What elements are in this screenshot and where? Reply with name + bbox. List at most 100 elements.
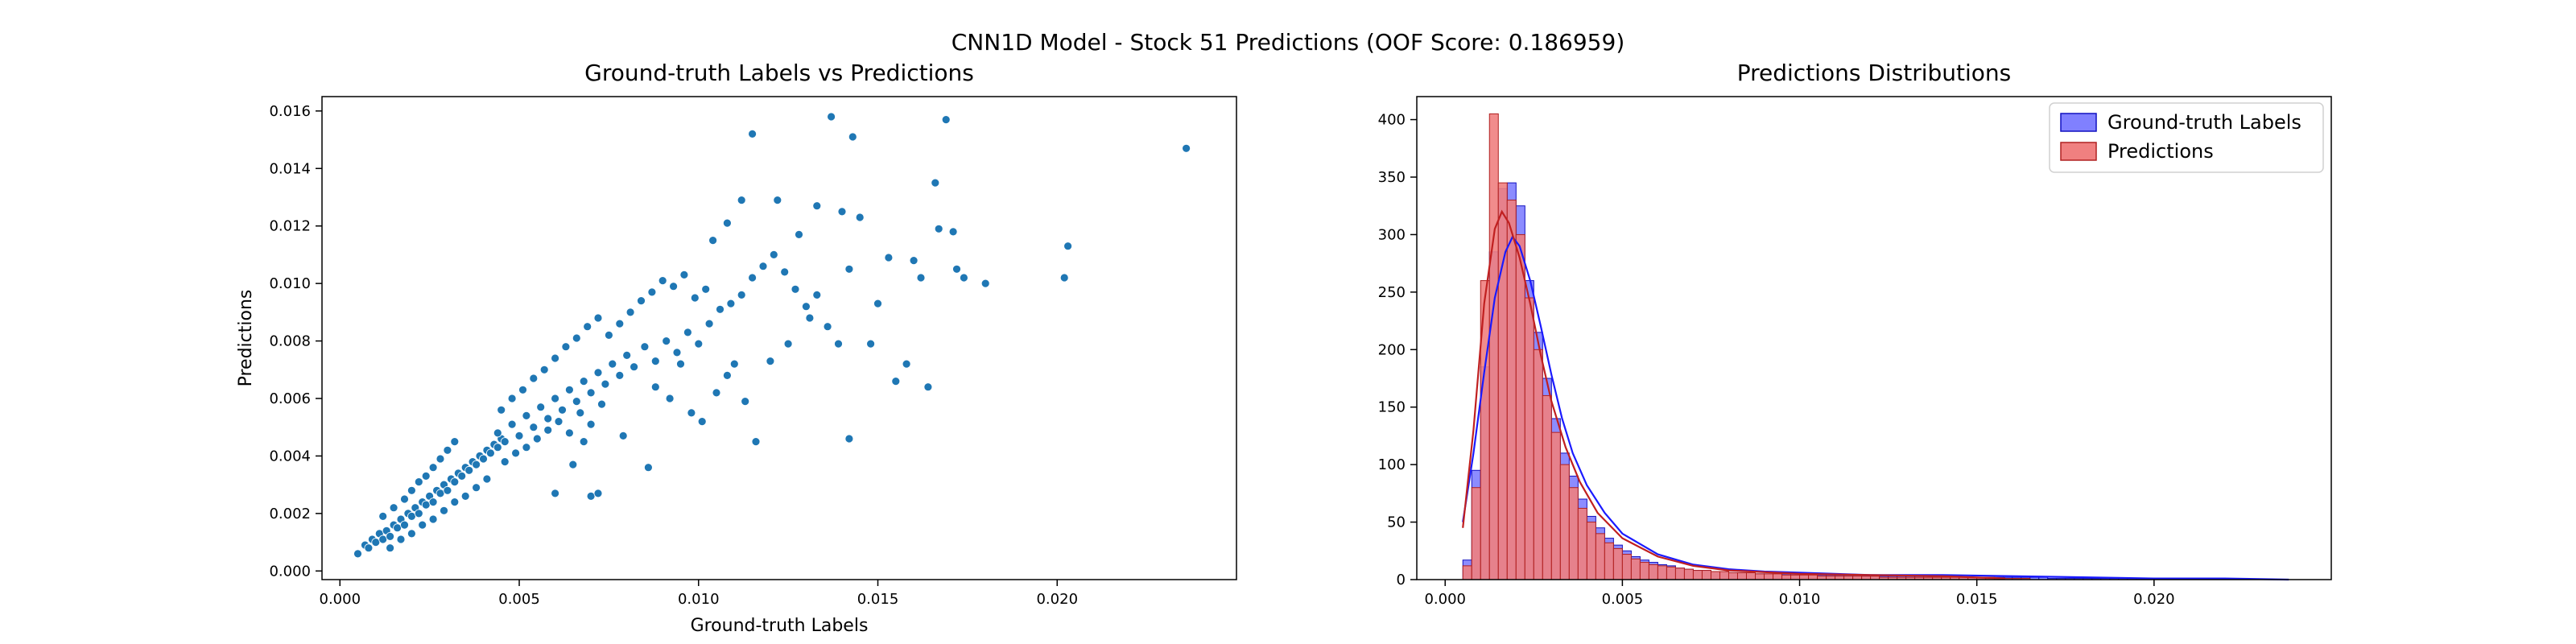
histogram-bar-predictions — [1710, 571, 1720, 580]
scatter-point — [615, 370, 625, 380]
legend-label-predictions: Predictions — [2107, 140, 2214, 163]
histogram-y-tick-label: 250 — [1378, 284, 1406, 301]
scatter-point — [891, 377, 901, 386]
scatter-point — [407, 529, 416, 539]
histogram-bar-predictions — [1497, 182, 1508, 580]
scatter-point — [650, 382, 660, 392]
scatter-point — [601, 379, 610, 389]
histogram-bar-predictions — [1764, 573, 1774, 580]
scatter-point — [697, 417, 707, 426]
histogram-bar-predictions — [1719, 571, 1729, 580]
scatter-point — [511, 448, 520, 458]
scatter-point — [773, 196, 782, 205]
histogram-panel: Predictions Distributions 0.000 0.005 0.01… — [1378, 60, 2332, 608]
histogram-bar-predictions — [1471, 487, 1481, 580]
scatter-point — [389, 503, 398, 513]
histogram-y-tick-label: 200 — [1378, 341, 1406, 358]
scatter-point — [726, 299, 736, 308]
scatter-panel: Ground-truth Labels vs Predictions 0.000… — [236, 60, 1237, 636]
scatter-y-tick-label: 0.004 — [269, 448, 311, 464]
scatter-point — [518, 385, 527, 394]
scatter-point — [644, 463, 653, 473]
scatter-point — [783, 339, 793, 349]
histogram-bar-predictions — [1524, 297, 1534, 580]
scatter-point — [701, 284, 711, 294]
scatter-point — [1059, 273, 1069, 283]
scatter-x-tick-label: 0.015 — [857, 591, 899, 608]
scatter-point — [712, 388, 721, 398]
histogram-bar-predictions — [1506, 200, 1517, 580]
scatter-point — [909, 256, 919, 266]
histogram-bar-predictions — [1515, 233, 1525, 580]
scatter-point — [572, 333, 581, 343]
histogram-bar-predictions — [1621, 554, 1632, 580]
histogram-bar-predictions — [1577, 507, 1587, 580]
scatter-point — [751, 437, 761, 446]
scatter-y-tick-label: 0.016 — [269, 103, 311, 120]
scatter-point — [650, 357, 660, 366]
scatter-point — [855, 213, 865, 222]
scatter-point — [586, 388, 596, 398]
histogram-bar-predictions — [1586, 522, 1596, 580]
scatter-point — [902, 359, 911, 369]
histogram-bar-predictions — [1701, 570, 1711, 580]
scatter-point — [583, 322, 592, 332]
scatter-point — [708, 236, 717, 246]
scatter-point — [586, 492, 596, 501]
histogram-y-tick-label: 300 — [1378, 226, 1406, 243]
scatter-point — [457, 472, 467, 481]
scatter-point — [400, 494, 409, 504]
legend-label-ground-truth: Ground-truth Labels — [2107, 111, 2301, 134]
scatter-point — [844, 264, 854, 274]
scatter-axes-frame — [321, 96, 1237, 580]
scatter-point — [687, 408, 696, 418]
scatter-y-tick-label: 0.010 — [269, 275, 311, 292]
legend-swatch-predictions — [2060, 142, 2097, 161]
histogram-bar-predictions — [1755, 573, 1765, 580]
scatter-point — [440, 506, 448, 515]
histogram-bar-predictions — [1692, 570, 1703, 580]
histogram-x-tick-label: 0.000 — [1424, 591, 1466, 608]
histogram-axes-frame — [1416, 96, 2332, 580]
scatter-point — [472, 460, 481, 469]
scatter-point — [565, 428, 574, 438]
scatter-point — [386, 532, 395, 541]
scatter-y-tick-label: 0.000 — [269, 563, 311, 580]
scatter-point — [558, 405, 567, 415]
scatter-x-axis-label: Ground-truth Labels — [691, 616, 869, 636]
scatter-point — [536, 402, 546, 412]
scatter-point — [529, 374, 539, 383]
scatter-y-tick-label: 0.002 — [269, 506, 311, 522]
scatter-point — [737, 196, 746, 205]
scatter-point — [837, 207, 847, 217]
scatter-point — [758, 262, 768, 271]
scatter-point — [522, 411, 531, 420]
scatter-point — [378, 512, 388, 521]
histogram-bar-predictions — [1745, 572, 1756, 580]
legend-swatch-ground-truth — [2060, 113, 2097, 132]
kde-line-ground-truth — [1462, 235, 2289, 581]
scatter-point — [393, 523, 402, 533]
scatter-point — [694, 339, 704, 349]
scatter-point — [769, 250, 778, 259]
histogram-bar-predictions — [1462, 565, 1472, 580]
histogram-bar-predictions — [1674, 568, 1685, 580]
scatter-point — [827, 112, 836, 122]
histogram-y-tick-label: 150 — [1378, 399, 1406, 416]
histogram-bar-predictions — [1773, 573, 1783, 580]
histogram-bar-predictions — [1639, 562, 1649, 580]
scatter-point — [576, 408, 585, 418]
scatter-point — [378, 535, 388, 544]
histogram-bar-predictions — [1781, 574, 1792, 580]
scatter-point — [980, 279, 990, 288]
scatter-point — [741, 397, 750, 407]
scatter-point — [396, 535, 406, 544]
scatter-point — [572, 397, 581, 407]
histogram-bars — [1462, 113, 2173, 580]
scatter-point — [848, 132, 857, 142]
scatter-point — [593, 489, 603, 498]
scatter-point — [500, 437, 510, 446]
histogram-bar-predictions — [1648, 564, 1658, 580]
histogram-bar-predictions — [1550, 431, 1561, 580]
scatter-point — [565, 385, 574, 394]
